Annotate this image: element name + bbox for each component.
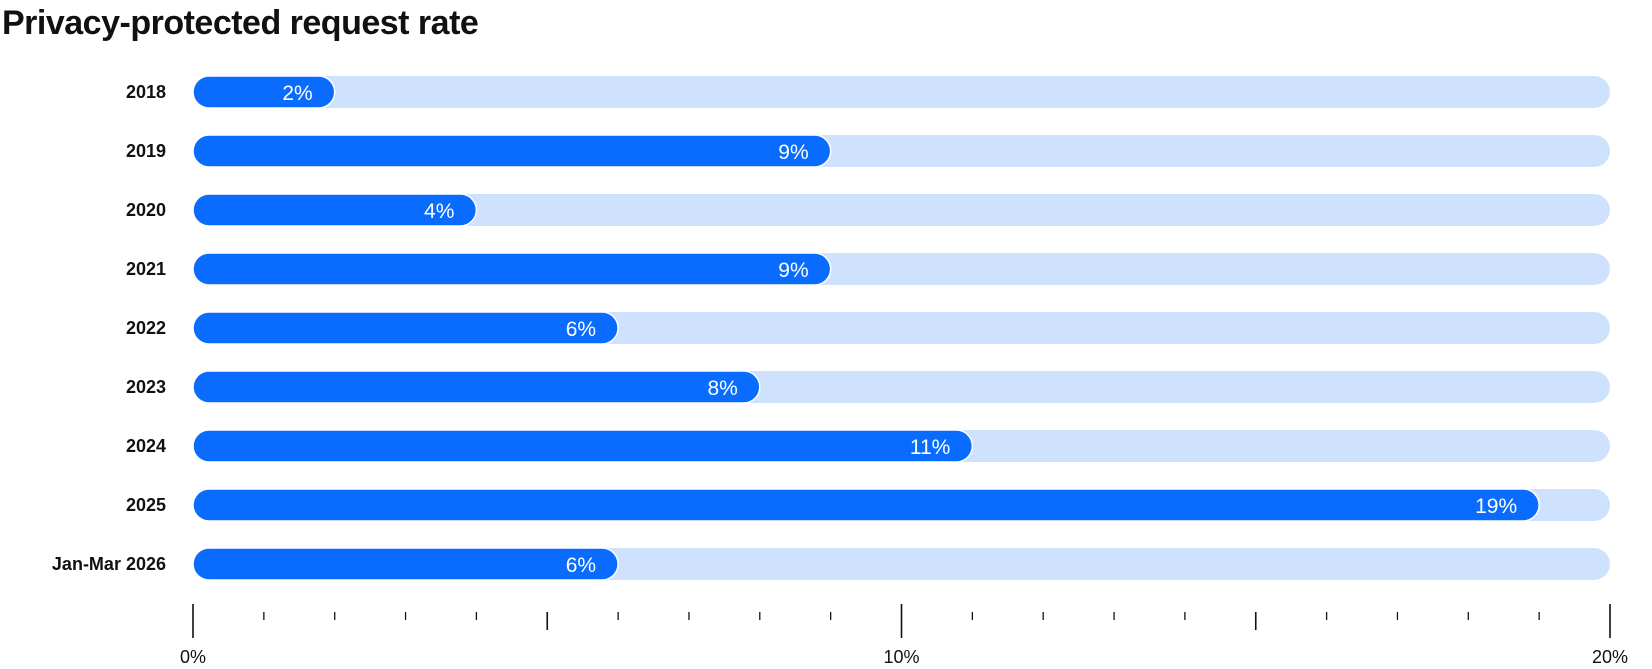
bar-value-label: 2%: [282, 82, 312, 105]
category-label: Jan-Mar 2026: [52, 554, 166, 574]
category-label: 2025: [126, 495, 166, 515]
bar-value-label: 6%: [566, 554, 596, 577]
bar-row: 2019 9%: [126, 134, 1610, 168]
bar-row: 2024 11%: [126, 429, 1610, 463]
x-axis: 0% 10% 20%: [180, 604, 1628, 667]
bar-track: [193, 194, 1610, 226]
bar: [192, 252, 832, 286]
category-label: 2022: [126, 318, 166, 338]
bar-row: 2022 6%: [126, 311, 1610, 345]
category-label: 2019: [126, 141, 166, 161]
bar: [192, 311, 619, 345]
bar-value-label: 19%: [1475, 495, 1517, 518]
x-tick-label: 20%: [1592, 647, 1628, 667]
x-tick-label: 10%: [883, 647, 919, 667]
bar: [192, 370, 761, 404]
category-label: 2020: [126, 200, 166, 220]
bar-value-label: 11%: [910, 436, 950, 459]
bar: [192, 75, 336, 109]
bar-value-label: 9%: [778, 259, 808, 282]
bar: [192, 134, 832, 168]
bar-value-label: 8%: [707, 377, 737, 400]
chart-title: Privacy-protected request rate: [2, 4, 479, 42]
bar-row: 2018 2%: [126, 75, 1610, 109]
bar: [192, 488, 1540, 522]
bar-value-label: 6%: [566, 318, 596, 341]
bar-row: Jan-Mar 2026 6%: [52, 547, 1610, 581]
category-label: 2018: [126, 82, 166, 102]
category-label: 2024: [126, 436, 166, 456]
bar-value-label: 9%: [778, 141, 808, 164]
bar: [192, 193, 478, 227]
bar: [192, 429, 974, 463]
bar: [192, 547, 619, 581]
bar-track: [193, 76, 1610, 108]
bar-row: 2021 9%: [126, 252, 1610, 286]
x-tick-label: 0%: [180, 647, 206, 667]
category-label: 2021: [126, 259, 166, 279]
bars-layer: 2018 2% 2019 9% 2020 4% 2021 9% 2022 6% 2023 8% 2024…: [52, 75, 1610, 581]
bar-value-label: 4%: [424, 200, 454, 223]
bar-row: 2025 19%: [126, 488, 1610, 522]
category-label: 2023: [126, 377, 166, 397]
bar-row: 2023 8%: [126, 370, 1610, 404]
bar-row: 2020 4%: [126, 193, 1610, 227]
